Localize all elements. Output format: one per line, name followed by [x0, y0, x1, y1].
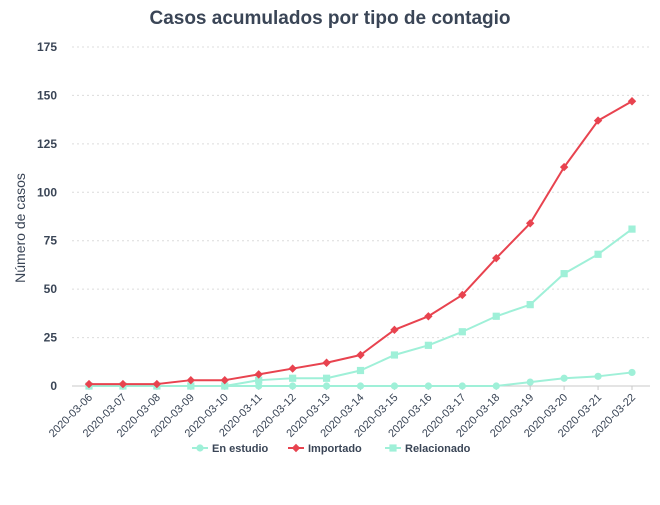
data-point-en-estudio[interactable]	[492, 382, 500, 390]
series-line-relacionado	[89, 228, 633, 387]
data-point-en-estudio[interactable]	[187, 382, 195, 390]
x-axis-ticks: 2020-03-062020-03-072020-03-082020-03-09…	[47, 386, 638, 440]
y-axis-label: Número de casos	[12, 173, 28, 283]
y-axis-ticks: 0 25 50 75 100 125 150 175	[37, 40, 57, 393]
data-point-importado[interactable]	[84, 379, 94, 389]
data-point-importado[interactable]	[288, 364, 297, 373]
series-relacionado	[85, 225, 636, 390]
data-point-relacionado[interactable]	[560, 270, 568, 278]
data-point-relacionado[interactable]	[594, 250, 602, 258]
legend-item-relacionado[interactable]: Relacionado	[385, 443, 471, 455]
data-point-importado[interactable]	[118, 379, 128, 389]
data-point-importado[interactable]	[559, 162, 569, 172]
data-point-relacionado[interactable]	[424, 341, 432, 349]
legend[interactable]: En estudio Importado Relacionado	[192, 443, 471, 455]
data-point-importado[interactable]	[458, 290, 467, 300]
data-point-relacionado[interactable]	[255, 376, 263, 384]
y-tick-label: 75	[44, 234, 58, 248]
data-point-relacionado[interactable]	[289, 374, 297, 382]
data-point-en-estudio[interactable]	[289, 382, 297, 390]
data-point-en-estudio[interactable]	[322, 382, 331, 390]
legend-label: En estudio	[212, 443, 269, 455]
legend-marker	[196, 444, 204, 452]
data-point-relacionado[interactable]	[492, 312, 500, 320]
series-importado	[84, 97, 637, 389]
data-point-en-estudio[interactable]	[560, 374, 568, 382]
data-point-importado[interactable]	[152, 379, 162, 389]
data-point-importado[interactable]	[254, 370, 263, 379]
data-point-en-estudio[interactable]	[526, 378, 534, 386]
data-point-en-estudio[interactable]	[458, 382, 466, 390]
data-point-importado[interactable]	[220, 375, 229, 385]
data-point-en-estudio[interactable]	[594, 372, 602, 380]
data-point-en-estudio[interactable]	[424, 382, 432, 390]
data-point-importado[interactable]	[593, 116, 603, 125]
data-point-importado[interactable]	[186, 375, 196, 385]
chart-title: Casos acumulados por tipo de contagio	[149, 8, 510, 29]
legend-marker	[389, 444, 397, 452]
data-point-relacionado[interactable]	[458, 328, 466, 336]
data-point-importado[interactable]	[627, 97, 637, 106]
legend-item-importado[interactable]: Importado	[288, 443, 362, 455]
y-tick-label: 125	[37, 137, 57, 151]
data-point-relacionado[interactable]	[356, 366, 365, 375]
legend-item-en-estudio[interactable]: En estudio	[192, 443, 269, 455]
series-line-importado	[89, 100, 633, 386]
data-point-relacionado[interactable]	[390, 351, 399, 359]
data-point-en-estudio[interactable]	[390, 382, 399, 390]
data-point-relacionado[interactable]	[628, 225, 636, 233]
data-point-importado[interactable]	[525, 219, 535, 228]
data-point-importado[interactable]	[492, 253, 501, 263]
grid-lines	[72, 46, 650, 339]
data-point-en-estudio[interactable]	[628, 368, 636, 377]
legend-label: Relacionado	[405, 443, 471, 455]
data-point-relacionado[interactable]	[322, 374, 331, 382]
data-point-importado[interactable]	[424, 312, 433, 321]
legend-marker	[291, 443, 301, 453]
data-point-importado[interactable]	[322, 358, 331, 367]
y-tick-label: 100	[37, 185, 57, 199]
data-point-importado[interactable]	[356, 350, 365, 360]
y-tick-label: 150	[37, 88, 57, 102]
series-group	[84, 97, 637, 390]
y-tick-label: 0	[50, 379, 57, 393]
y-tick-label: 50	[44, 282, 58, 296]
data-point-relacionado[interactable]	[526, 301, 534, 309]
legend-label: Importado	[308, 443, 362, 455]
data-point-en-estudio[interactable]	[221, 382, 229, 390]
data-point-en-estudio[interactable]	[255, 382, 263, 390]
y-tick-label: 25	[44, 331, 58, 345]
data-point-importado[interactable]	[390, 325, 399, 335]
data-point-en-estudio[interactable]	[356, 382, 365, 390]
y-tick-label: 175	[37, 40, 57, 54]
